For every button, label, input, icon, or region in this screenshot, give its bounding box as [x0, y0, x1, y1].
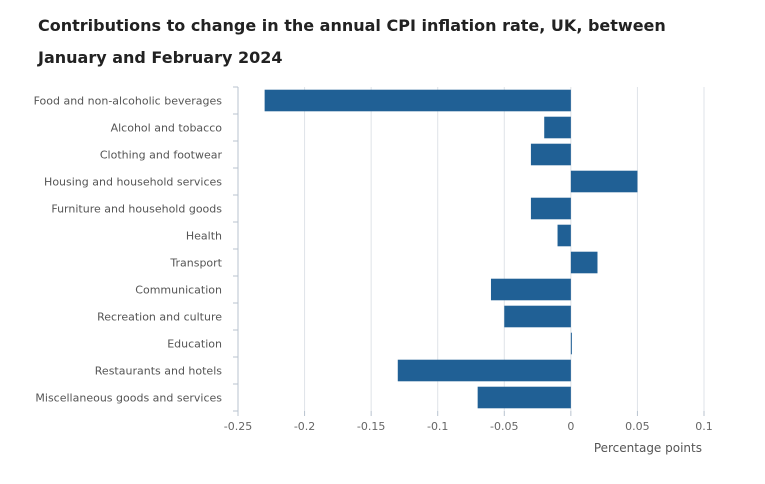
x-tick-label: -0.2: [294, 420, 315, 433]
bar: [570, 251, 598, 274]
chart-title: Contributions to change in the annual CP…: [38, 16, 666, 67]
x-axis-title: Percentage points: [594, 441, 702, 455]
bar: [397, 359, 571, 382]
category-label: Miscellaneous goods and services: [35, 392, 222, 405]
axes: [233, 86, 705, 416]
x-tick-label: 0.1: [695, 420, 713, 433]
bar: [570, 170, 638, 193]
category-label: Housing and household services: [44, 176, 222, 189]
category-label: Recreation and culture: [97, 311, 222, 324]
x-tick-label: -0.25: [224, 420, 252, 433]
bars: [264, 89, 638, 409]
bar: [504, 305, 571, 328]
bar: [490, 278, 571, 301]
bar: [530, 143, 571, 166]
category-label: Alcohol and tobacco: [111, 122, 223, 135]
bar: [544, 116, 571, 139]
category-label: Communication: [135, 284, 222, 297]
category-label: Food and non-alcoholic beverages: [34, 95, 223, 108]
bar: [530, 197, 571, 220]
category-label: Health: [186, 230, 222, 243]
bar: [264, 89, 571, 112]
labels: -0.25 -0.2 -0.15 -0.1 -0.05 0 0.05 0.1 Food and …: [34, 95, 713, 434]
x-tick-label: -0.1: [427, 420, 448, 433]
category-label: Clothing and footwear: [100, 149, 223, 162]
x-tick-label: -0.15: [357, 420, 385, 433]
category-label: Restaurants and hotels: [95, 365, 222, 378]
category-label: Furniture and household goods: [51, 203, 222, 216]
x-tick-label: -0.05: [490, 420, 518, 433]
gridlines: [304, 87, 705, 411]
bar: [557, 224, 571, 247]
bar: [570, 332, 572, 355]
x-tick-label: 0.05: [625, 420, 650, 433]
bar: [477, 386, 571, 409]
category-label: Education: [167, 338, 222, 351]
x-tick-label: 0: [567, 420, 574, 433]
category-label: Transport: [169, 257, 222, 270]
